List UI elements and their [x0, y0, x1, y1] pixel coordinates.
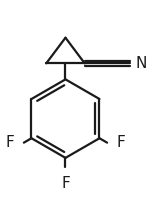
Text: F: F	[61, 176, 70, 191]
Text: F: F	[6, 135, 14, 150]
Text: F: F	[117, 135, 126, 150]
Text: N: N	[135, 56, 147, 71]
